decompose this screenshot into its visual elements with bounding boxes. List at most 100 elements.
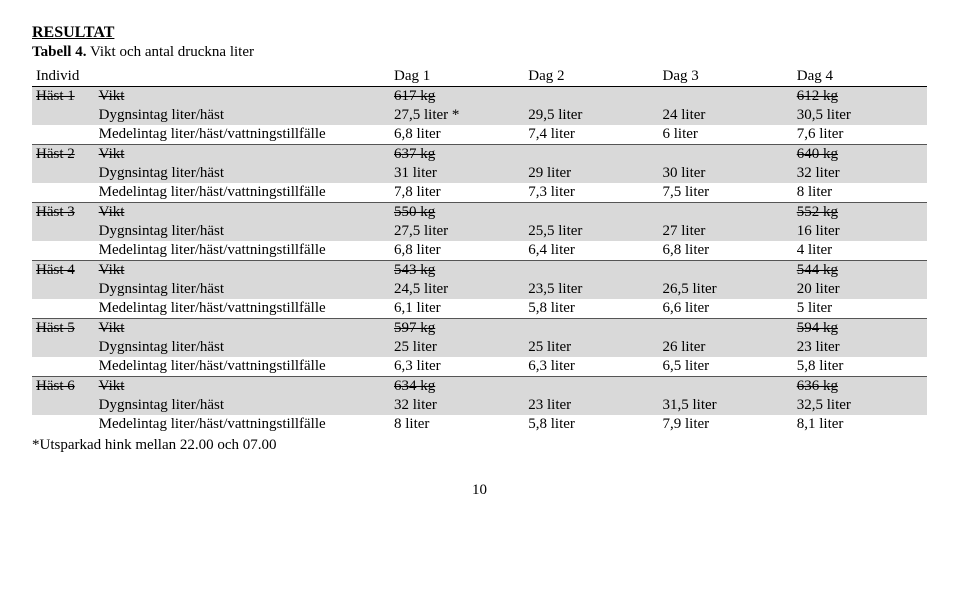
horse-name [32, 106, 95, 125]
metric-label: Vikt [95, 261, 390, 281]
results-table: IndividDag 1Dag 2Dag 3Dag 4Häst 1Vikt617… [32, 67, 927, 434]
cell: 32 liter [793, 164, 927, 183]
cell: 640 kg [793, 145, 927, 165]
cell: 6,8 liter [658, 241, 792, 261]
metric-label: Dygnsintag liter/häst [95, 222, 390, 241]
cell [524, 145, 658, 165]
col-dag4: Dag 4 [793, 67, 927, 87]
metric-label: Vikt [95, 87, 390, 107]
horse-name [32, 125, 95, 145]
horse-name [32, 396, 95, 415]
cell [658, 261, 792, 281]
cell: 8 liter [390, 415, 524, 434]
horse-name [32, 183, 95, 203]
cell [524, 203, 658, 223]
cell: 7,9 liter [658, 415, 792, 434]
metric-label: Vikt [95, 377, 390, 397]
metric-label: Medelintag liter/häst/vattningstillfälle [95, 183, 390, 203]
cell: 5,8 liter [524, 415, 658, 434]
col-dag2: Dag 2 [524, 67, 658, 87]
horse-name: Häst 3 [32, 203, 95, 223]
metric-label: Dygnsintag liter/häst [95, 338, 390, 357]
metric-label: Dygnsintag liter/häst [95, 106, 390, 125]
cell [658, 203, 792, 223]
cell: 24 liter [658, 106, 792, 125]
metric-label: Dygnsintag liter/häst [95, 396, 390, 415]
cell: 612 kg [793, 87, 927, 107]
horse-name [32, 338, 95, 357]
cell: 4 liter [793, 241, 927, 261]
cell [658, 145, 792, 165]
cell [524, 319, 658, 339]
cell: 6,8 liter [390, 241, 524, 261]
horse-name [32, 222, 95, 241]
cell: 23 liter [524, 396, 658, 415]
cell: 544 kg [793, 261, 927, 281]
section-heading: RESULTAT [32, 24, 927, 42]
cell: 5,8 liter [793, 357, 927, 377]
cell: 24,5 liter [390, 280, 524, 299]
cell: 30,5 liter [793, 106, 927, 125]
cell: 543 kg [390, 261, 524, 281]
metric-label: Vikt [95, 145, 390, 165]
cell: 6,4 liter [524, 241, 658, 261]
cell: 8 liter [793, 183, 927, 203]
cell: 6,3 liter [524, 357, 658, 377]
dygnsintag-row: Dygnsintag liter/häst25 liter25 liter26 … [32, 338, 927, 357]
cell: 31,5 liter [658, 396, 792, 415]
cell: 552 kg [793, 203, 927, 223]
cell: 16 liter [793, 222, 927, 241]
cell: 25,5 liter [524, 222, 658, 241]
cell: 7,5 liter [658, 183, 792, 203]
cell: 7,3 liter [524, 183, 658, 203]
dygnsintag-row: Dygnsintag liter/häst24,5 liter23,5 lite… [32, 280, 927, 299]
cell: 636 kg [793, 377, 927, 397]
weight-row: Häst 1Vikt617 kg612 kg [32, 87, 927, 107]
horse-name [32, 415, 95, 434]
cell [658, 377, 792, 397]
cell: 637 kg [390, 145, 524, 165]
cell: 27,5 liter [390, 222, 524, 241]
horse-name: Häst 2 [32, 145, 95, 165]
cell: 6,1 liter [390, 299, 524, 319]
medelintag-row: Medelintag liter/häst/vattningstillfälle… [32, 299, 927, 319]
metric-label: Medelintag liter/häst/vattningstillfälle [95, 241, 390, 261]
cell: 31 liter [390, 164, 524, 183]
weight-row: Häst 4Vikt543 kg544 kg [32, 261, 927, 281]
page-number: 10 [32, 482, 927, 499]
cell: 550 kg [390, 203, 524, 223]
cell: 25 liter [390, 338, 524, 357]
metric-label: Medelintag liter/häst/vattningstillfälle [95, 125, 390, 145]
table-header-row: IndividDag 1Dag 2Dag 3Dag 4 [32, 67, 927, 87]
horse-name: Häst 6 [32, 377, 95, 397]
horse-name [32, 357, 95, 377]
col-individ: Individ [32, 67, 390, 87]
medelintag-row: Medelintag liter/häst/vattningstillfälle… [32, 125, 927, 145]
cell: 26,5 liter [658, 280, 792, 299]
cell: 23,5 liter [524, 280, 658, 299]
weight-row: Häst 6Vikt634 kg 636 kg [32, 377, 927, 397]
table-caption: Tabell 4. Vikt och antal druckna liter [32, 44, 927, 61]
cell: 594 kg [793, 319, 927, 339]
cell: 20 liter [793, 280, 927, 299]
cell: 597 kg [390, 319, 524, 339]
dygnsintag-row: Dygnsintag liter/häst31 liter29 liter30 … [32, 164, 927, 183]
medelintag-row: Medelintag liter/häst/vattningstillfälle… [32, 357, 927, 377]
cell: 29 liter [524, 164, 658, 183]
cell [658, 319, 792, 339]
caption-text: Vikt och antal druckna liter [86, 44, 254, 60]
cell: 6 liter [658, 125, 792, 145]
horse-name [32, 241, 95, 261]
metric-label: Medelintag liter/häst/vattningstillfälle [95, 299, 390, 319]
horse-name [32, 164, 95, 183]
metric-label: Vikt [95, 319, 390, 339]
dygnsintag-row: Dygnsintag liter/häst27,5 liter *29,5 li… [32, 106, 927, 125]
cell: 634 kg [390, 377, 524, 397]
cell: 5,8 liter [524, 299, 658, 319]
metric-label: Vikt [95, 203, 390, 223]
cell: 27,5 liter * [390, 106, 524, 125]
cell: 8,1 liter [793, 415, 927, 434]
cell: 23 liter [793, 338, 927, 357]
cell: 7,6 liter [793, 125, 927, 145]
cell [524, 377, 658, 397]
